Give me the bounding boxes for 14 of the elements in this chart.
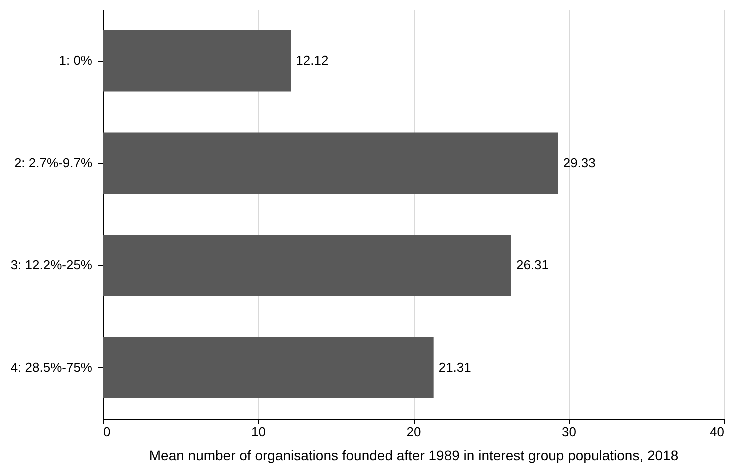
- x-tick-label: 10: [252, 424, 266, 440]
- data-label: 29.33: [563, 155, 596, 170]
- x-axis-title: Mean number of organisations founded after 1989 in interest group populations, 2018: [149, 448, 679, 464]
- data-label: 21.31: [438, 360, 472, 375]
- x-tick-label: 40: [710, 424, 724, 440]
- y-tick-label: 4: 28.5%-75%: [10, 360, 93, 375]
- y-tick-label: 1: 0%: [59, 53, 93, 68]
- data-label: 26.31: [516, 258, 550, 273]
- x-tick-label: 30: [562, 424, 576, 440]
- x-tick-label: 20: [406, 424, 422, 440]
- data-label: 12.12: [296, 53, 329, 68]
- x-tick-label: 0: [104, 424, 111, 440]
- y-tick-label: 2: 2.7%-9.7%: [14, 155, 93, 170]
- y-tick-label: 3: 12.2%-25%: [10, 258, 93, 273]
